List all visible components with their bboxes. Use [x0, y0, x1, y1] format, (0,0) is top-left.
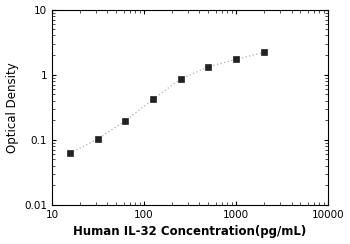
X-axis label: Human IL-32 Concentration(pg/mL): Human IL-32 Concentration(pg/mL)	[74, 225, 307, 238]
Y-axis label: Optical Density: Optical Density	[6, 62, 19, 153]
